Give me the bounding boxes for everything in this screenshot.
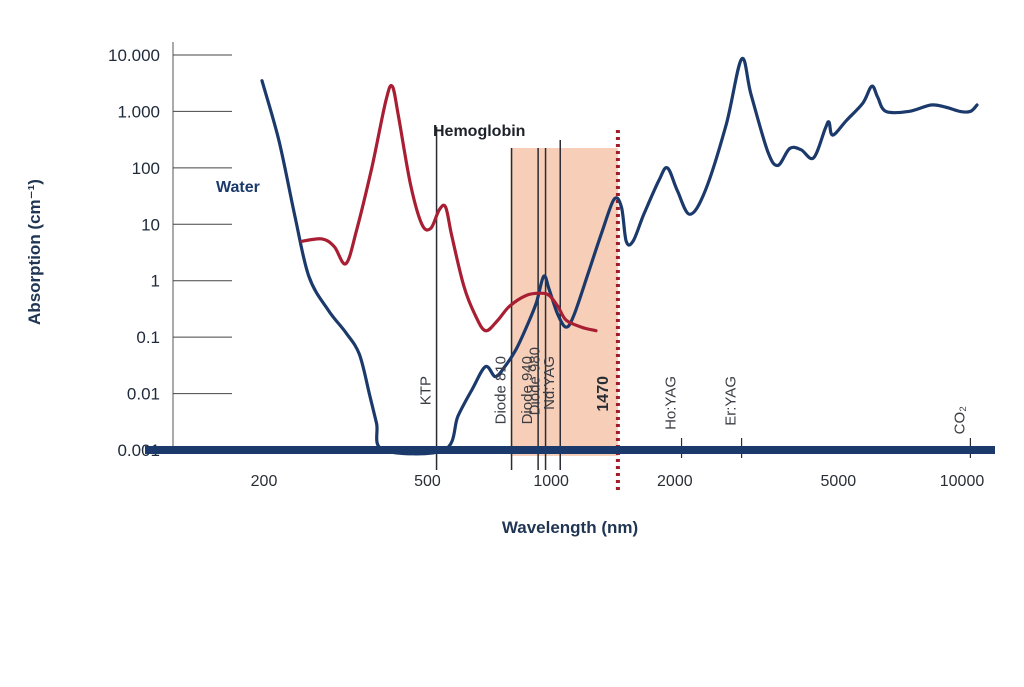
y-axis-title: Absorption (cm⁻¹) (25, 179, 44, 325)
x-axis-title: Wavelength (nm) (502, 518, 638, 537)
laser-marker-layer (435, 127, 971, 490)
x-tick-label-3: 2000 (657, 473, 693, 490)
label-layer: Absorption (cm⁻¹) KTP Diode 810 Diode 940Di… (25, 123, 968, 537)
laser-label-diode-940: Diode 940 (519, 356, 536, 424)
y-tick-label-4: 1 (151, 272, 160, 291)
y-tick-label-1: 1.000 (117, 102, 160, 121)
y-tick-label-0: 10.000 (108, 46, 160, 65)
series-label-water: Water (216, 179, 260, 196)
y-axis: 10.000 1.000 100 10 1 0.1 0.01 0.001 (108, 42, 232, 460)
laser-label-diode-980: Diode 980 (527, 347, 544, 415)
x-tick-label-5: 10000 (940, 473, 985, 490)
x-axis-baseline (145, 446, 995, 454)
y-tick-label-3: 10 (141, 215, 160, 234)
x-tick-label-1: 500 (414, 473, 441, 490)
laser-label-co-: CO₂ (951, 406, 968, 435)
laser-label-ktp: KTP (418, 376, 435, 405)
y-tick-label-7: 0.001 (117, 441, 160, 460)
y-tick-label-6: 0.01 (127, 385, 160, 404)
x-tick-label-4: 5000 (821, 473, 857, 490)
laser-label-diode-810: Diode 810 (493, 356, 510, 424)
x-axis: 200 500 1000 2000 5000 10000 (145, 446, 995, 490)
laser-label-er-yag: Er:YAG (723, 376, 740, 426)
highlight-band-layer (510, 148, 618, 456)
laser-label-ho-yag: Ho:YAG (663, 376, 680, 430)
x-tick-label-2: 1000 (533, 473, 569, 490)
laser-label-nd-yag: Nd:YAG (541, 356, 558, 410)
laser-label-1470: 1470 (595, 376, 612, 412)
y-tick-label-2: 100 (132, 159, 160, 178)
highlight-band (510, 148, 618, 456)
y-tick-label-5: 0.1 (136, 328, 160, 347)
series-label-hemoglobin: Hemoglobin (433, 123, 525, 140)
x-tick-label-0: 200 (251, 473, 278, 490)
series-line-hemoglobin (300, 83, 598, 333)
